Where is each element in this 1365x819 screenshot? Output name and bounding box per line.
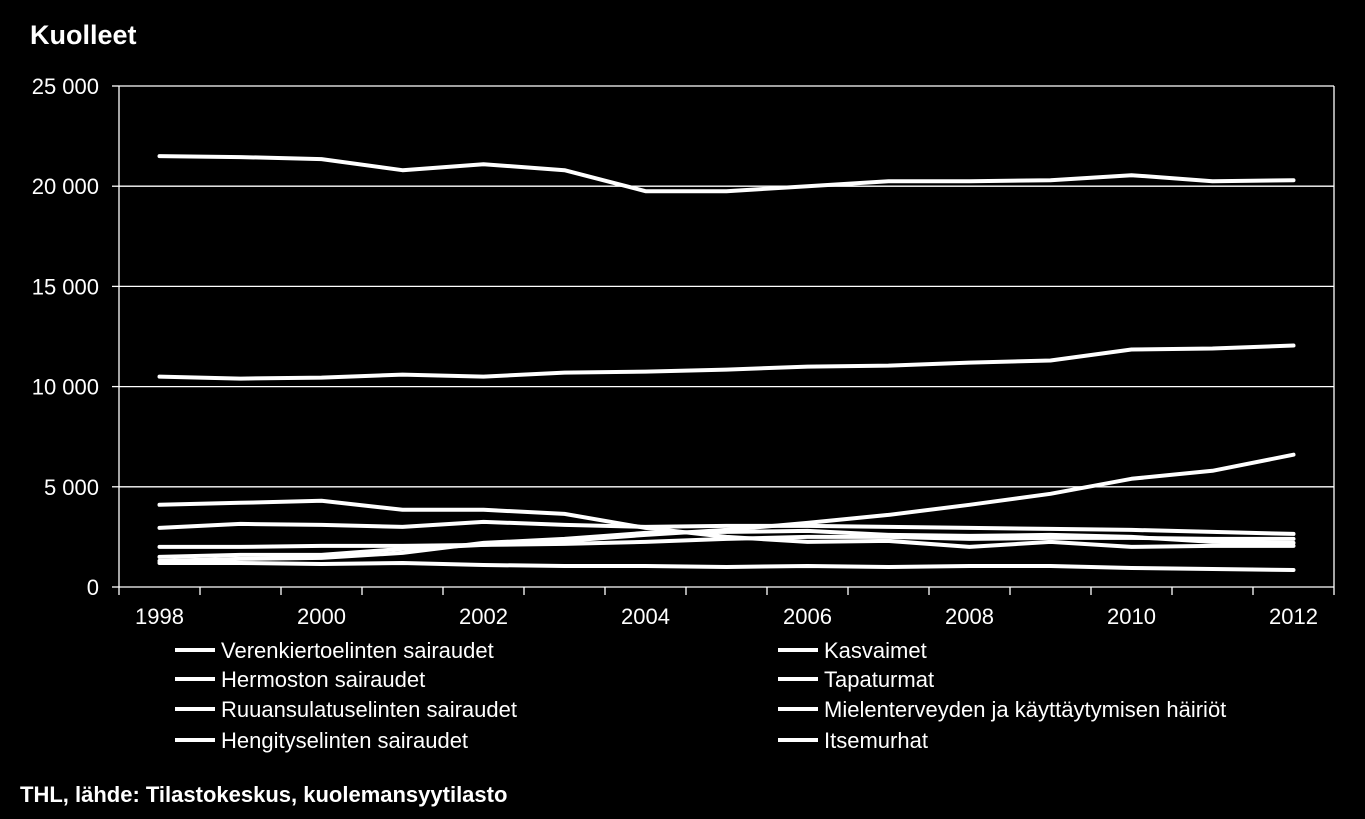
y-tick-label: 0 bbox=[87, 575, 99, 600]
chart-title: Kuolleet bbox=[30, 20, 137, 50]
series-line bbox=[157, 561, 1296, 572]
axes: 0 5 000 10 000 15 000 20 000 25 000 1998 2000 20… bbox=[32, 74, 1335, 629]
legend-label: Kasvaimet bbox=[824, 638, 927, 663]
series-line bbox=[157, 528, 1296, 563]
series-lines bbox=[157, 154, 1296, 572]
y-tick-label: 10 000 bbox=[32, 375, 99, 400]
y-tick-label: 20 000 bbox=[32, 174, 99, 199]
x-tick-label: 2004 bbox=[621, 604, 670, 629]
source-note: THL, lähde: Tilastokeskus, kuolemansyyti… bbox=[20, 782, 508, 807]
y-tick-label: 15 000 bbox=[32, 274, 99, 299]
x-tick-label: 1998 bbox=[135, 604, 184, 629]
legend-label: Verenkiertoelinten sairaudet bbox=[221, 638, 494, 663]
series-line bbox=[157, 343, 1296, 381]
x-tick-label: 2008 bbox=[945, 604, 994, 629]
legend-label: Hengityselinten sairaudet bbox=[221, 728, 468, 753]
x-tick-label: 2002 bbox=[459, 604, 508, 629]
y-tick-label: 25 000 bbox=[32, 74, 99, 99]
legend-label: Ruuansulatuselinten sairaudet bbox=[221, 697, 517, 722]
series-line bbox=[157, 519, 1296, 536]
series-line bbox=[157, 498, 1296, 549]
x-tick-label: 2006 bbox=[783, 604, 832, 629]
y-tick-label: 5 000 bbox=[44, 475, 99, 500]
x-tick-label: 2012 bbox=[1269, 604, 1318, 629]
series-line bbox=[157, 452, 1296, 559]
gridlines bbox=[119, 85, 1334, 488]
series-line bbox=[157, 154, 1296, 194]
legend-label: Hermoston sairaudet bbox=[221, 667, 425, 692]
x-tick-label: 2010 bbox=[1107, 604, 1156, 629]
legend-label: Tapaturmat bbox=[824, 667, 934, 692]
x-tick-label: 2000 bbox=[297, 604, 346, 629]
legend-label: Itsemurhat bbox=[824, 728, 928, 753]
legend-label: Mielenterveyden ja käyttäytymisen häiriö… bbox=[824, 697, 1226, 722]
legend: Verenkiertoelinten sairaudet Kasvaimet Her… bbox=[175, 638, 1226, 753]
